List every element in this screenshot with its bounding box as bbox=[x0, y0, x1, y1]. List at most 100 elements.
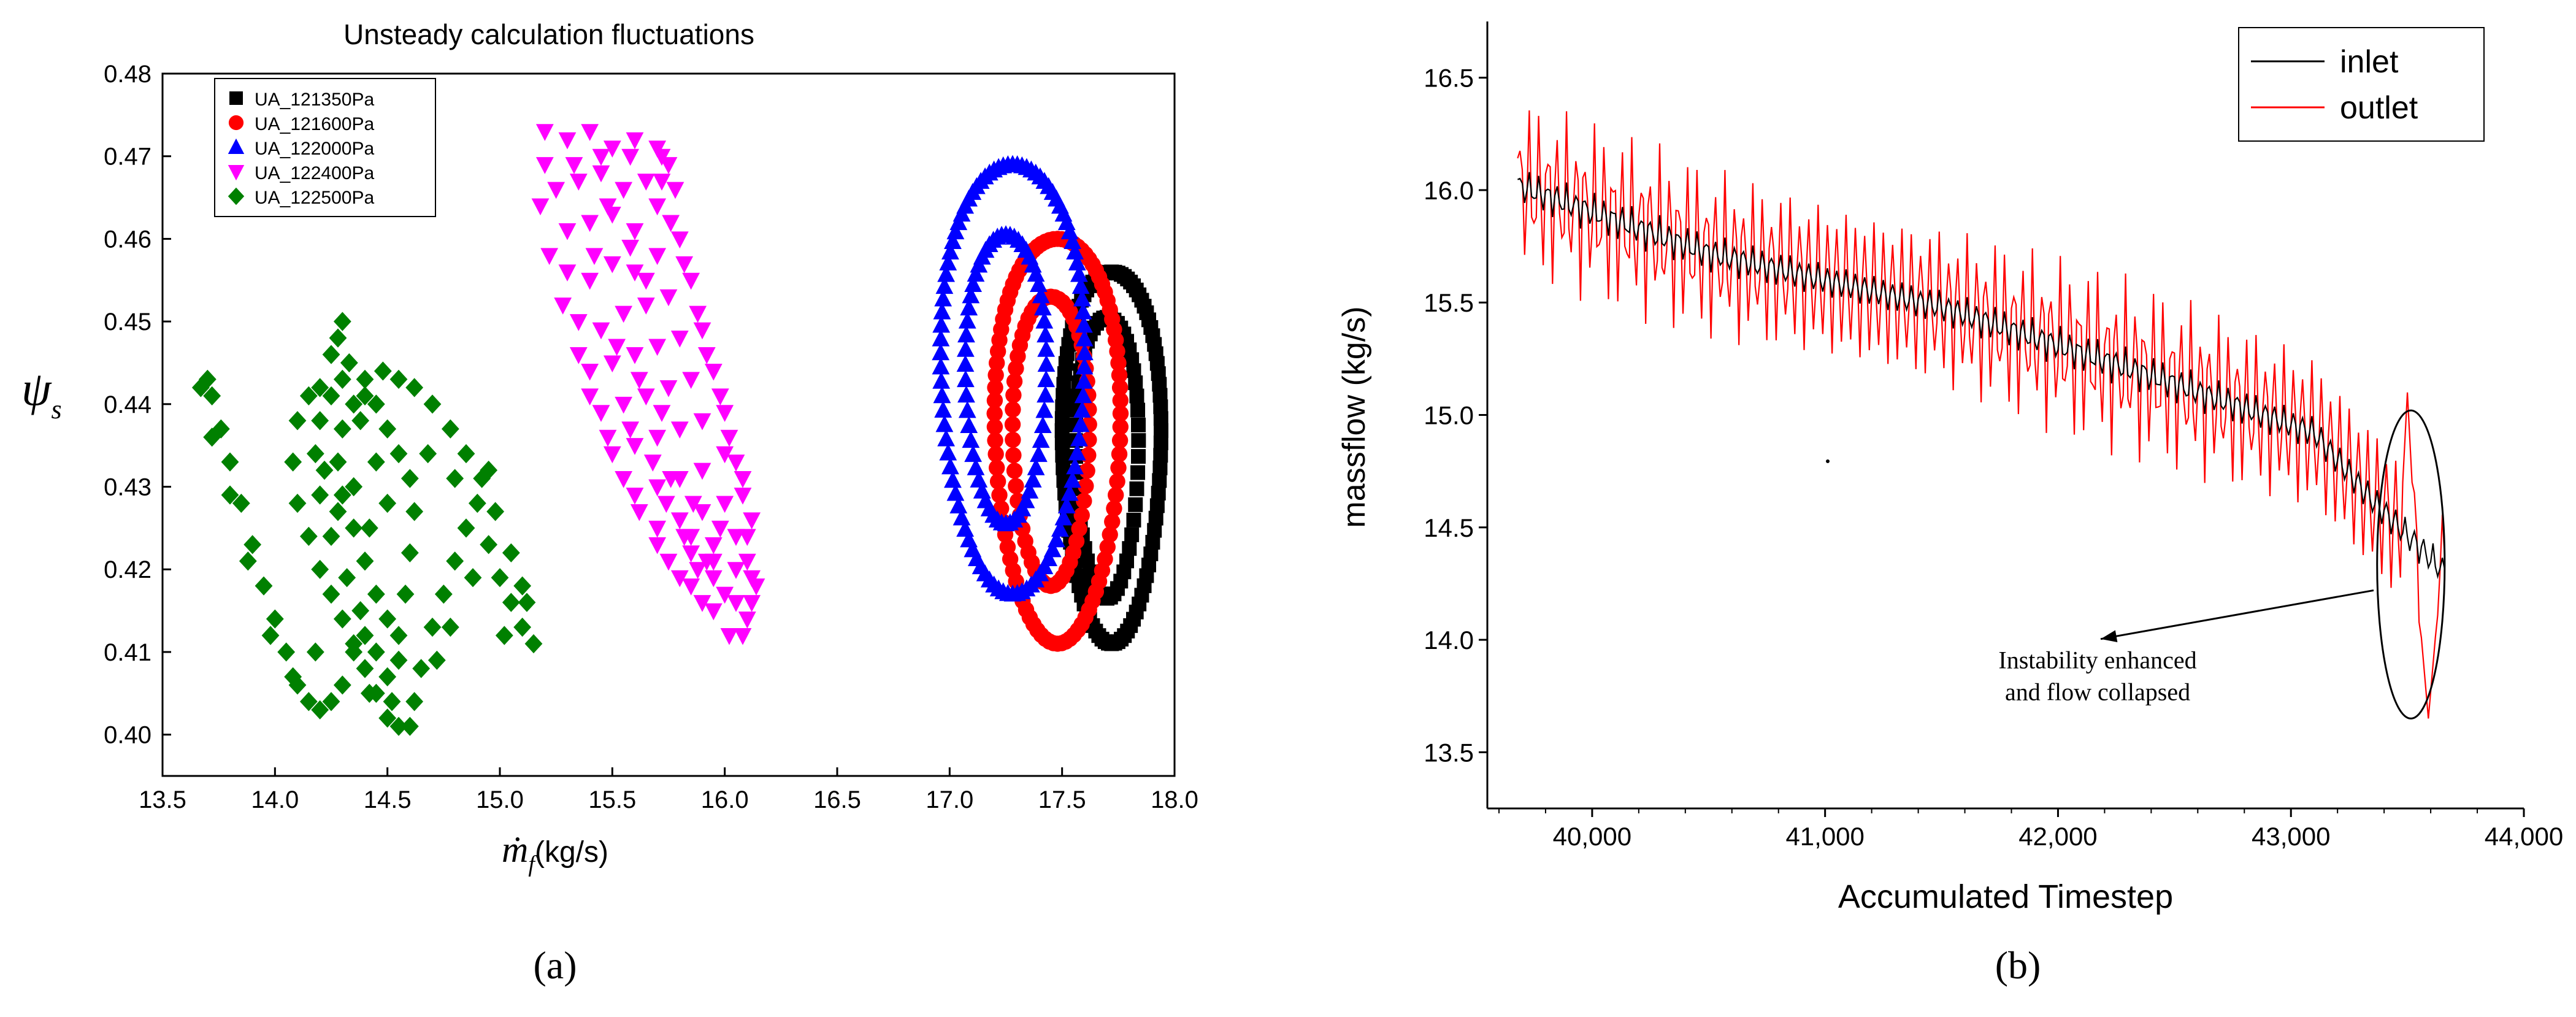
data-point bbox=[738, 612, 756, 629]
data-point bbox=[1064, 470, 1081, 488]
data-point bbox=[311, 378, 329, 397]
data-point bbox=[716, 405, 734, 422]
data-point bbox=[615, 182, 633, 199]
data-point bbox=[1131, 417, 1146, 432]
data-point bbox=[720, 429, 738, 447]
data-point bbox=[1005, 401, 1021, 418]
data-point bbox=[306, 642, 324, 662]
data-point bbox=[1097, 551, 1113, 567]
data-point bbox=[535, 124, 554, 141]
data-point bbox=[630, 372, 648, 390]
data-point bbox=[693, 322, 711, 340]
data-point bbox=[1112, 418, 1129, 436]
data-point bbox=[1057, 496, 1076, 513]
annotation-text-line-1: Instability enhanced bbox=[1998, 647, 2196, 674]
data-point bbox=[513, 617, 532, 637]
data-point bbox=[648, 520, 667, 538]
data-point bbox=[592, 405, 610, 422]
data-point bbox=[446, 469, 464, 488]
legend-marker bbox=[228, 115, 244, 131]
data-point bbox=[962, 286, 980, 304]
data-point bbox=[389, 369, 408, 390]
y-tick-label: 0.48 bbox=[104, 61, 151, 88]
data-point bbox=[960, 416, 978, 434]
data-point bbox=[518, 593, 536, 612]
data-point bbox=[558, 223, 577, 240]
scatter-chart-panel: Unsteady calculation fluctuations 13.5 14… bbox=[21, 18, 1198, 987]
data-point bbox=[988, 459, 1005, 476]
x-tick-label: 42,000 bbox=[2018, 822, 2097, 851]
y-tick-label: 0.41 bbox=[104, 639, 151, 666]
data-point bbox=[1078, 478, 1094, 494]
data-point bbox=[311, 559, 329, 579]
data-point bbox=[1008, 360, 1024, 377]
y-tick-label: 0.45 bbox=[104, 309, 151, 336]
data-point bbox=[345, 634, 363, 654]
data-point bbox=[1008, 478, 1024, 494]
data-point bbox=[367, 642, 385, 662]
data-point bbox=[1075, 357, 1094, 375]
data-point bbox=[946, 222, 965, 240]
data-point bbox=[738, 553, 756, 571]
data-point bbox=[1071, 277, 1090, 294]
data-point bbox=[322, 692, 340, 712]
data-point bbox=[670, 512, 689, 530]
data-point bbox=[670, 331, 689, 348]
data-point bbox=[1153, 435, 1168, 450]
data-point bbox=[1111, 446, 1128, 462]
data-point bbox=[378, 708, 397, 728]
data-point bbox=[1151, 485, 1166, 501]
line-chart-panel: 40,000 41,000 42,000 43,000 44,000 13.514.01… bbox=[1336, 21, 2563, 987]
collapse-region-ellipse bbox=[2376, 409, 2446, 720]
data-point bbox=[716, 446, 734, 464]
x-tick-label: 17.0 bbox=[926, 786, 973, 813]
data-point bbox=[1035, 312, 1054, 329]
x-tick-label: 15.5 bbox=[588, 786, 636, 813]
data-point bbox=[1131, 449, 1146, 464]
data-point bbox=[1131, 433, 1146, 448]
data-point bbox=[540, 248, 559, 265]
data-point bbox=[284, 667, 302, 686]
data-point bbox=[991, 486, 1008, 504]
data-point bbox=[1148, 510, 1163, 526]
y-tick-label: 0.44 bbox=[104, 391, 151, 418]
data-point bbox=[367, 585, 385, 604]
data-point bbox=[1112, 392, 1129, 409]
y-tick-label: 14.0 bbox=[1424, 626, 1474, 654]
panel-label-b: (b) bbox=[1995, 943, 2041, 987]
data-point bbox=[547, 182, 565, 199]
data-point bbox=[1073, 507, 1090, 524]
legend-box bbox=[214, 78, 436, 217]
data-point bbox=[648, 339, 667, 356]
legend-label: UA_121350Pa bbox=[255, 90, 374, 110]
data-point bbox=[345, 477, 363, 497]
data-point bbox=[378, 419, 397, 439]
data-point bbox=[615, 396, 633, 414]
data-point bbox=[333, 485, 351, 505]
data-point bbox=[682, 578, 700, 596]
data-point bbox=[378, 667, 397, 686]
data-point bbox=[554, 297, 572, 315]
series-line-inlet bbox=[1517, 172, 2445, 580]
data-point bbox=[1130, 465, 1146, 480]
data-point bbox=[608, 339, 626, 356]
data-point bbox=[1037, 385, 1054, 403]
y-tick-label: 0.43 bbox=[104, 474, 151, 501]
data-point bbox=[1102, 526, 1118, 543]
series-line-outlet bbox=[1517, 110, 2445, 719]
data-point bbox=[486, 502, 505, 521]
data-point bbox=[401, 543, 419, 562]
data-point bbox=[1099, 539, 1116, 556]
data-point bbox=[727, 455, 745, 472]
series-UA_122500Pa bbox=[191, 312, 543, 736]
data-point bbox=[396, 585, 415, 604]
x-tick-label: 15.0 bbox=[476, 786, 524, 813]
data-point bbox=[1071, 415, 1090, 432]
data-point bbox=[356, 626, 374, 645]
data-point bbox=[299, 386, 318, 405]
data-point bbox=[1005, 431, 1021, 448]
data-point bbox=[333, 369, 351, 390]
data-point bbox=[333, 419, 351, 439]
data-point bbox=[1048, 530, 1065, 548]
